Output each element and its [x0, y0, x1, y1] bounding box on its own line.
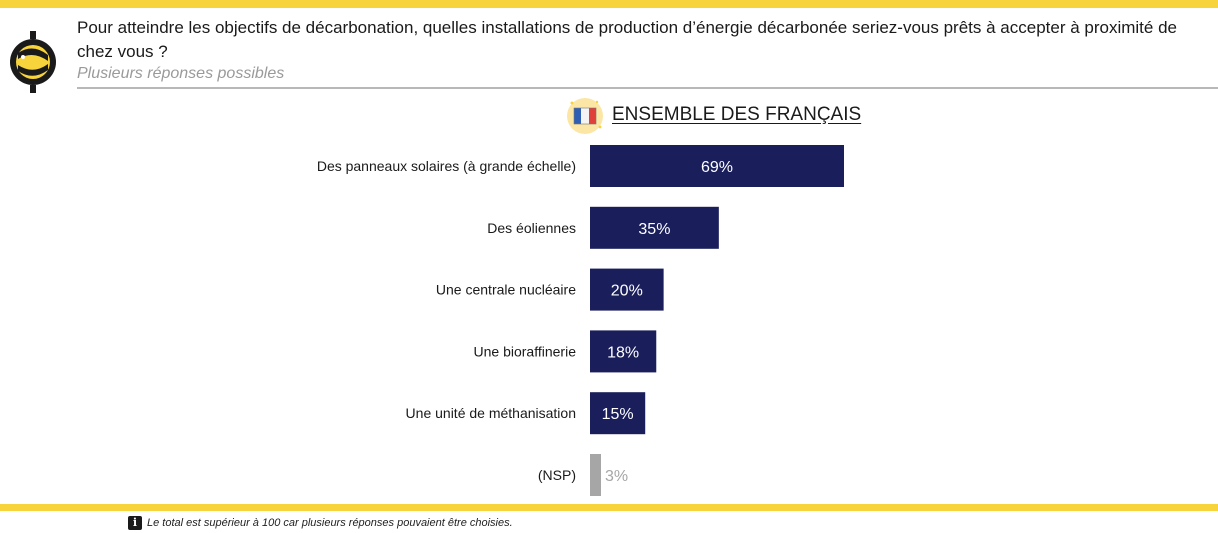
value-label-1: 35% [638, 221, 670, 238]
answer-instruction: Plusieurs réponses possibles [77, 65, 285, 82]
value-label-5: 3% [605, 468, 628, 485]
category-label-0: Des panneaux solaires (à grande échelle) [317, 158, 576, 174]
category-label-3: Une bioraffinerie [474, 343, 577, 359]
footnote: i Le total est supérieur à 100 car plusi… [128, 516, 513, 530]
header-divider [77, 87, 1218, 89]
brand-logo-icon [10, 31, 56, 93]
value-label-2: 20% [611, 283, 643, 300]
bottom-accent-stripe [0, 504, 1218, 511]
category-label-2: Une centrale nucléaire [436, 282, 576, 298]
category-label-5: (NSP) [538, 467, 576, 483]
bar-3 [590, 330, 657, 373]
bar-2 [590, 268, 664, 311]
category-label-4: Une unité de méthanisation [406, 405, 576, 421]
info-icon: i [128, 516, 142, 530]
footnote-text: Le total est supérieur à 100 car plusieu… [147, 517, 513, 529]
value-label-3: 18% [607, 344, 639, 361]
value-label-4: 15% [602, 406, 634, 423]
value-label-0: 69% [701, 159, 733, 176]
category-label-1: Des éoliennes [487, 220, 576, 236]
bar-0 [590, 145, 844, 187]
bar-1 [590, 206, 719, 249]
bar-5 [590, 454, 601, 496]
france-flag-icon [567, 98, 603, 134]
survey-question: Pour atteindre les objectifs de décarbon… [77, 18, 1177, 61]
bar-4 [590, 392, 646, 435]
segment-title: ENSEMBLE DES FRANÇAIS [612, 104, 862, 125]
top-accent-stripe [0, 0, 1218, 8]
